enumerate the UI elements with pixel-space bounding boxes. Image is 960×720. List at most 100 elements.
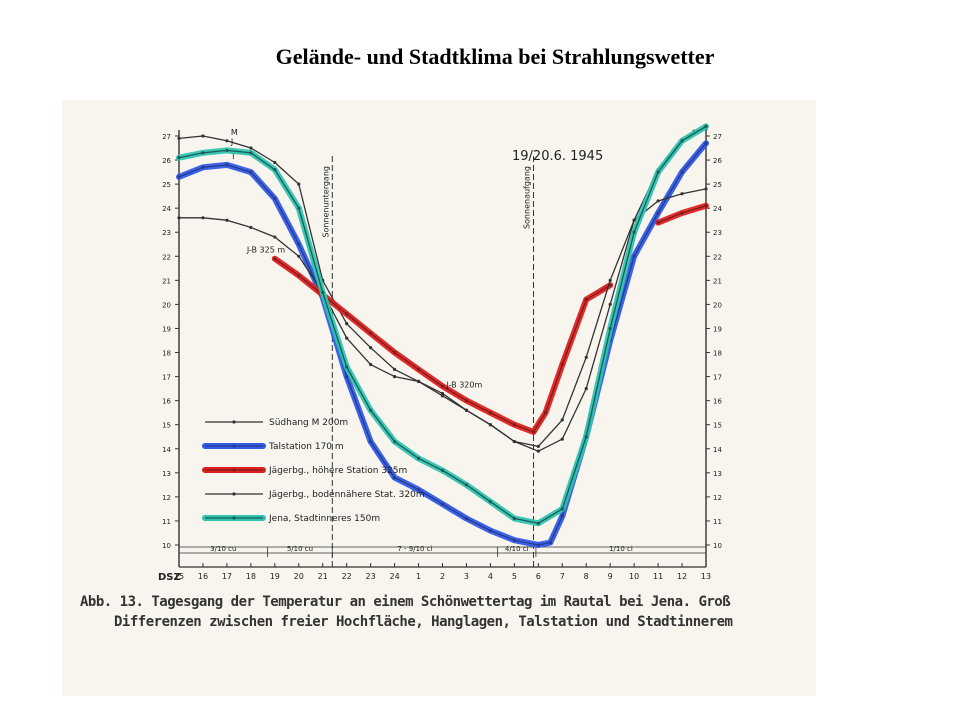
series-point [297,273,301,278]
y-tick-label-right: 19 [713,325,722,333]
series-point [369,439,373,444]
series-point [345,365,349,369]
series-point [392,476,397,480]
legend-label: Jägerbg., höhere Station 325m [268,466,407,476]
page-title: Gelände- und Stadtklima bei Strahlungswe… [275,44,715,69]
series-point [297,182,301,186]
series-line [179,188,707,448]
series-point [464,408,469,412]
y-tick-label-right: 16 [713,398,722,406]
series-tag: J [230,137,233,146]
series-point [488,528,493,533]
y-tick-label-right: 27 [713,133,722,141]
x-tick-label: 4 [488,572,493,581]
x-tick-label: 3 [464,572,469,581]
figure-caption-line-2: Differenzen zwischen freier Hochfläche, … [114,614,733,630]
series-point [392,439,397,444]
legend-label: Talstation 170 m [268,442,344,452]
cloud-segment-label: 1/10 ci [609,545,633,553]
y-tick-label-left: 15 [162,422,171,430]
y-tick-label-right: 21 [713,277,722,285]
series-point [560,418,564,422]
legend-swatch-point [232,492,236,496]
series-point [548,540,552,545]
series-point [543,411,548,415]
series-point [512,439,516,444]
series-point [680,170,684,174]
series-point [512,423,516,427]
x-tick-label: 15 [174,572,184,581]
x-tick-label: 18 [246,572,256,581]
series-point [512,516,516,521]
series-point [488,423,493,427]
x-tick-label: 2 [440,572,445,581]
cloud-segment-label: 3/10 cu [210,545,236,553]
legend-label: Jägerbg., bodennähere Stat. 320m [268,490,425,500]
x-tick-label: 9 [608,572,613,581]
x-tick-label: 6 [536,572,541,581]
y-tick-label-right: 24 [713,205,722,213]
x-tick-label: 23 [366,572,376,581]
series-point [273,235,277,239]
series-point [249,146,253,150]
y-tick-label-left: 25 [162,181,171,189]
y-tick-label-right: 15 [713,422,722,430]
x-tick-label: 19 [270,572,280,581]
y-tick-label-left: 16 [162,398,171,406]
series-point [273,168,277,172]
series-point [704,187,708,191]
y-tick-label-right: 11 [713,518,722,526]
event-label: Sonnenuntergang [321,166,330,238]
series-point [225,163,229,167]
series-point [201,216,205,220]
series-point [369,346,373,350]
series-point [608,302,612,307]
x-tick-label: 11 [653,572,663,581]
y-tick-label-right: 22 [713,253,722,261]
series-point [249,225,253,230]
cloud-segment-label: 7 - 9/10 ci [397,545,432,553]
y-tick-label-right: 13 [713,470,722,478]
series-point [201,151,205,155]
figure-caption-line-1: Abb. 13. Tagesgang der Temperatur an ein… [80,594,731,610]
legend-swatch-point [232,420,236,424]
series-point [704,141,708,145]
series-point [536,444,540,448]
y-tick-label-right: 17 [713,374,722,382]
series-point [512,538,516,542]
series-point [416,456,421,460]
series-point [345,322,349,326]
series-point [656,221,660,225]
series-point [704,204,708,208]
series-point [392,374,397,379]
series-point [536,521,540,525]
series-point [632,254,636,258]
series-point [369,331,373,335]
series-highlight-line [176,123,709,527]
x-tick-label: 1 [416,572,421,581]
series-point [225,139,229,143]
series-point [584,387,588,391]
series-point [560,507,564,511]
x-tick-label: 21 [318,572,328,581]
series-point [201,165,205,169]
series-point [201,134,205,138]
series-point [369,408,373,412]
y-tick-label-right: 14 [713,446,722,454]
legend-swatch-point [232,468,236,472]
x-tick-label: 16 [198,572,208,581]
y-tick-label-left: 21 [162,277,171,285]
series-point [656,170,660,174]
x-tick-label: 22 [342,572,352,581]
y-tick-label-left: 18 [162,350,171,358]
y-tick-label-right: 18 [713,350,722,358]
series-tag: J-B 320m [446,380,483,389]
series-point [560,514,564,518]
series-point [177,156,181,160]
x-tick-label: 10 [629,572,639,581]
series-point [656,199,660,203]
y-tick-label-right: 23 [713,229,722,237]
x-axis-label: DSZ [158,572,181,583]
series-point [704,124,708,128]
